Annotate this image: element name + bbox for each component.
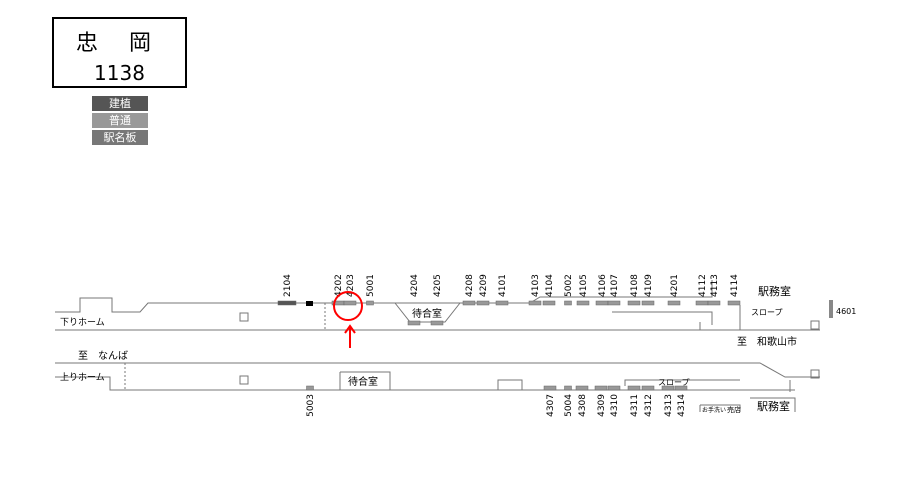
board-4104 <box>542 300 556 306</box>
down-platform-label: 下りホーム <box>60 317 105 328</box>
board-4307 <box>543 385 557 391</box>
board-label-4313: 4313 <box>664 394 674 417</box>
legend-normal: 普通 <box>92 113 148 128</box>
board-label-4203: 4203 <box>346 274 356 297</box>
board-label-4108: 4108 <box>630 274 640 297</box>
board-label-4314: 4314 <box>677 394 687 417</box>
board-label-2104: 2104 <box>283 274 293 297</box>
stairs-icon <box>810 369 820 379</box>
down-station-office: 駅務室 <box>758 284 791 298</box>
board-4203 <box>343 300 357 306</box>
direction-wakayamashi: 至 和歌山市 <box>737 335 797 348</box>
board-4314 <box>674 385 688 391</box>
shop-label: 売店 <box>727 405 741 414</box>
station-title-box: 忠 岡 1138 <box>52 17 187 88</box>
board-4312 <box>641 385 655 391</box>
board-5004 <box>564 385 572 391</box>
platform-outlines <box>55 280 820 412</box>
up-slope: スロープ <box>658 378 690 387</box>
board-label-4112: 4112 <box>698 274 708 297</box>
board-4204 <box>407 320 421 326</box>
board-4201 <box>667 300 681 306</box>
up-platform-label: 上りホーム <box>60 372 105 383</box>
board-5001 <box>366 300 374 306</box>
stairs-icon <box>239 312 249 322</box>
board-label-4309: 4309 <box>597 394 607 417</box>
board-label-5002: 5002 <box>564 274 574 297</box>
board-label-5004: 5004 <box>564 394 574 417</box>
stairs-icon <box>239 375 249 385</box>
board-label-4114: 4114 <box>730 274 740 297</box>
board-label-4103: 4103 <box>531 274 541 297</box>
board-4112 <box>695 300 709 306</box>
board-4601 <box>829 300 833 318</box>
board-label-4107: 4107 <box>610 274 620 297</box>
board-4205 <box>430 320 444 326</box>
board-4114 <box>727 300 741 306</box>
board-label-4204: 4204 <box>410 274 420 297</box>
board-4107 <box>607 300 621 306</box>
down-waiting-room: 待合室 <box>412 307 442 320</box>
up-station-office: 駅務室 <box>757 399 790 413</box>
board-label-5001: 5001 <box>366 274 376 297</box>
board-label-4208: 4208 <box>465 274 475 297</box>
board-4109 <box>641 300 655 306</box>
black-marker <box>306 301 313 306</box>
board-4101 <box>495 300 509 306</box>
board-label-4101: 4101 <box>498 274 508 297</box>
board-4106 <box>595 300 609 306</box>
board-label-5003: 5003 <box>306 394 316 417</box>
ad-boards: 2104 4202 4203 5001 4204 4205 4208 4209 4101 4103… <box>277 274 741 417</box>
board-4103 <box>528 300 542 306</box>
board-4108 <box>627 300 641 306</box>
board-5003 <box>306 385 314 391</box>
board-2104 <box>277 300 297 306</box>
legend-fixed: 建植 <box>92 96 148 111</box>
board-label-4105: 4105 <box>579 274 589 297</box>
board-4308 <box>575 385 589 391</box>
board-label-4109: 4109 <box>644 274 654 297</box>
board-5002 <box>564 300 572 306</box>
board-4313 <box>661 385 675 391</box>
board-label-4201: 4201 <box>670 274 680 297</box>
board-4310 <box>607 385 621 391</box>
board-label-4310: 4310 <box>610 394 620 417</box>
up-waiting-room: 待合室 <box>348 375 378 388</box>
stairs-icon <box>810 320 820 330</box>
board-4209 <box>476 300 490 306</box>
board-4311 <box>627 385 641 391</box>
board-label-4308: 4308 <box>578 394 588 417</box>
board-4113 <box>707 300 721 306</box>
board-label-4311: 4311 <box>630 394 640 417</box>
board-label-4307: 4307 <box>546 394 556 417</box>
legend-station-sign: 駅名板 <box>92 130 148 145</box>
board-label-4205: 4205 <box>433 274 443 297</box>
board-label-4312: 4312 <box>644 394 654 417</box>
board-label-4202: 4202 <box>334 274 344 297</box>
station-code: 1138 <box>94 61 145 85</box>
station-name: 忠 岡 <box>76 31 163 56</box>
board-4601-label: 4601 <box>836 307 856 316</box>
board-label-4106: 4106 <box>598 274 608 297</box>
board-label-4113: 4113 <box>710 274 720 297</box>
board-4208 <box>462 300 476 306</box>
board-4309 <box>594 385 608 391</box>
board-4105 <box>576 300 590 306</box>
toilet-label: お手洗い <box>702 406 726 414</box>
board-label-4104: 4104 <box>545 274 555 297</box>
highlight-circle <box>333 291 363 321</box>
highlight-arrow-icon <box>344 324 356 348</box>
down-slope: スロープ <box>751 308 783 317</box>
board-label-4209: 4209 <box>479 274 489 297</box>
direction-namba: 至 なんば <box>78 350 128 362</box>
